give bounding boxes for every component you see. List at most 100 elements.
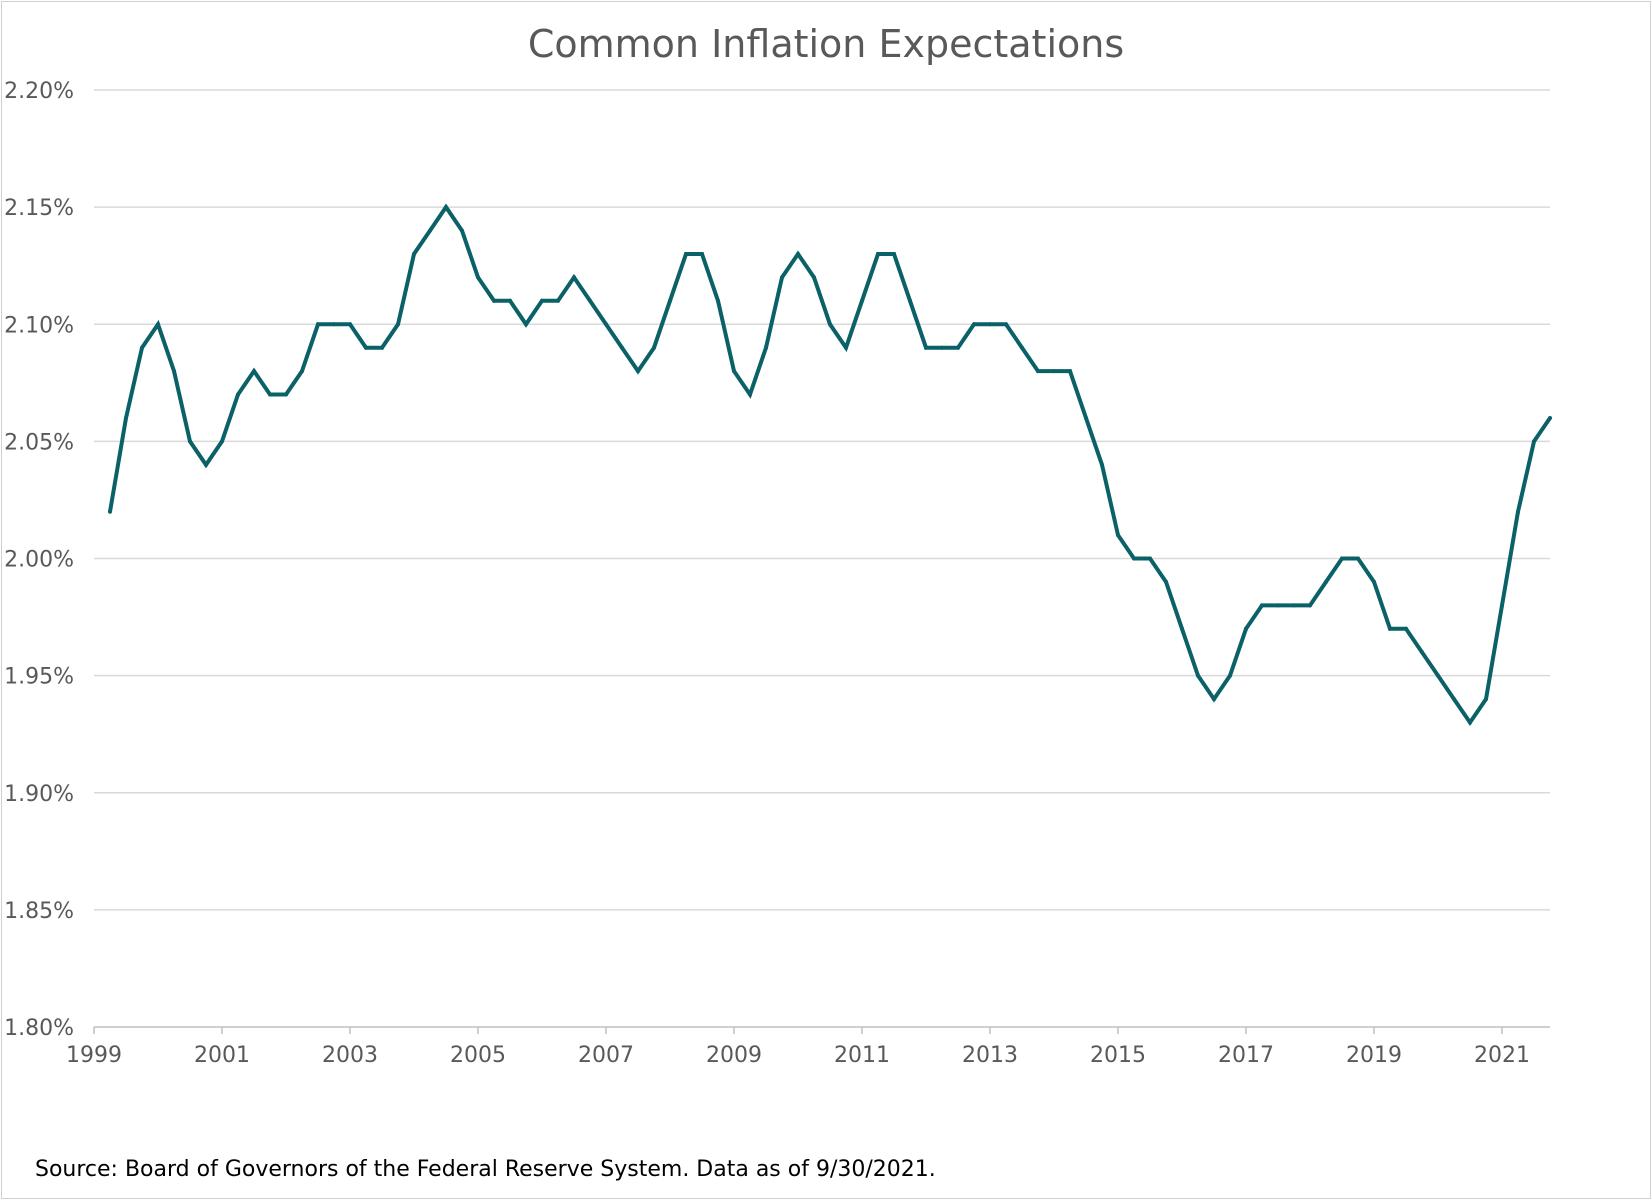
data-point bbox=[732, 369, 736, 374]
data-point bbox=[1484, 697, 1488, 702]
y-tick-label: 2.10% bbox=[4, 313, 74, 338]
data-point bbox=[556, 298, 560, 303]
data-point bbox=[252, 369, 256, 374]
data-point bbox=[1516, 509, 1520, 514]
series-points bbox=[108, 205, 1552, 725]
data-point bbox=[924, 345, 928, 350]
data-point bbox=[172, 369, 176, 374]
data-point bbox=[940, 345, 944, 350]
data-point bbox=[428, 228, 432, 233]
data-point bbox=[1276, 603, 1280, 608]
data-point bbox=[540, 298, 544, 303]
data-point bbox=[652, 345, 656, 350]
data-point bbox=[1148, 556, 1152, 561]
data-point bbox=[380, 345, 384, 350]
data-point bbox=[1228, 673, 1232, 678]
data-point bbox=[748, 392, 752, 397]
data-point bbox=[1244, 626, 1248, 631]
data-point bbox=[988, 322, 992, 327]
x-tick-label: 2001 bbox=[194, 1043, 250, 1068]
x-tick-label: 2005 bbox=[450, 1043, 506, 1068]
data-point bbox=[396, 322, 400, 327]
data-point bbox=[620, 345, 624, 350]
chart-title: Common Inflation Expectations bbox=[528, 22, 1124, 66]
data-point bbox=[364, 345, 368, 350]
data-point bbox=[668, 298, 672, 303]
data-point bbox=[908, 298, 912, 303]
data-point bbox=[1084, 416, 1088, 420]
data-point bbox=[1132, 556, 1136, 561]
series-layer bbox=[108, 203, 1552, 727]
data-point bbox=[796, 252, 800, 256]
data-point bbox=[604, 322, 608, 327]
data-point bbox=[412, 252, 416, 256]
x-tick-label: 2015 bbox=[1090, 1043, 1146, 1068]
data-point bbox=[108, 509, 112, 514]
gridlines bbox=[94, 89, 1550, 911]
data-point bbox=[1372, 579, 1376, 584]
data-point bbox=[572, 275, 576, 280]
data-point bbox=[1356, 556, 1360, 561]
series-line bbox=[108, 203, 1552, 727]
data-point bbox=[1212, 697, 1216, 702]
data-point bbox=[348, 322, 352, 327]
data-point bbox=[1500, 603, 1504, 608]
data-point bbox=[188, 439, 192, 444]
data-point bbox=[956, 345, 960, 350]
data-point bbox=[1404, 626, 1408, 631]
data-point bbox=[876, 252, 880, 256]
data-point bbox=[1100, 462, 1104, 467]
x-tick-label: 2011 bbox=[834, 1043, 890, 1068]
data-point bbox=[300, 369, 304, 374]
y-axis-tick-labels: 1.80% 1.85% 1.90% 1.95% 2.00% 2.05% 2.10% 2.15%… bbox=[4, 79, 74, 1041]
y-tick-label: 2.15% bbox=[4, 196, 74, 221]
data-point bbox=[476, 275, 480, 280]
data-point bbox=[1036, 369, 1040, 374]
data-point bbox=[156, 322, 160, 327]
x-tick-label: 2003 bbox=[322, 1043, 378, 1068]
data-point bbox=[220, 439, 224, 444]
data-point bbox=[860, 298, 864, 303]
data-point bbox=[780, 275, 784, 280]
data-point bbox=[684, 252, 688, 256]
data-point bbox=[524, 322, 528, 327]
data-point bbox=[700, 252, 704, 256]
data-point bbox=[1436, 673, 1440, 678]
y-tick-label: 1.85% bbox=[4, 899, 74, 924]
data-point bbox=[1532, 439, 1536, 444]
x-tick-label: 2021 bbox=[1474, 1043, 1530, 1068]
data-point bbox=[716, 298, 720, 303]
data-point bbox=[636, 369, 640, 374]
data-point bbox=[972, 322, 976, 327]
x-tick-label: 1999 bbox=[66, 1043, 122, 1068]
data-point bbox=[1468, 720, 1472, 725]
data-point bbox=[1548, 416, 1552, 420]
data-point bbox=[284, 392, 288, 397]
data-point bbox=[1420, 650, 1424, 655]
x-tick-label: 2019 bbox=[1346, 1043, 1402, 1068]
data-point bbox=[1340, 556, 1344, 561]
data-point bbox=[316, 322, 320, 327]
data-point bbox=[1196, 673, 1200, 678]
source-note: Source: Board of Governors of the Federa… bbox=[35, 1157, 936, 1182]
y-tick-label: 2.05% bbox=[4, 430, 74, 455]
data-point bbox=[460, 228, 464, 233]
data-point bbox=[1164, 579, 1168, 584]
data-point bbox=[236, 392, 240, 397]
data-point bbox=[140, 345, 144, 350]
data-point bbox=[1324, 579, 1328, 584]
x-tick-label: 2007 bbox=[578, 1043, 634, 1068]
y-tick-label: 2.20% bbox=[4, 79, 74, 104]
data-point bbox=[332, 322, 336, 327]
data-point bbox=[1308, 603, 1312, 608]
data-point bbox=[1068, 369, 1072, 374]
data-point bbox=[1116, 533, 1120, 538]
data-point bbox=[444, 205, 448, 210]
data-point bbox=[1452, 697, 1456, 702]
data-point bbox=[492, 298, 496, 303]
data-point bbox=[268, 392, 272, 397]
data-point bbox=[1180, 626, 1184, 631]
y-tick-label: 1.90% bbox=[4, 782, 74, 807]
data-point bbox=[1388, 626, 1392, 631]
